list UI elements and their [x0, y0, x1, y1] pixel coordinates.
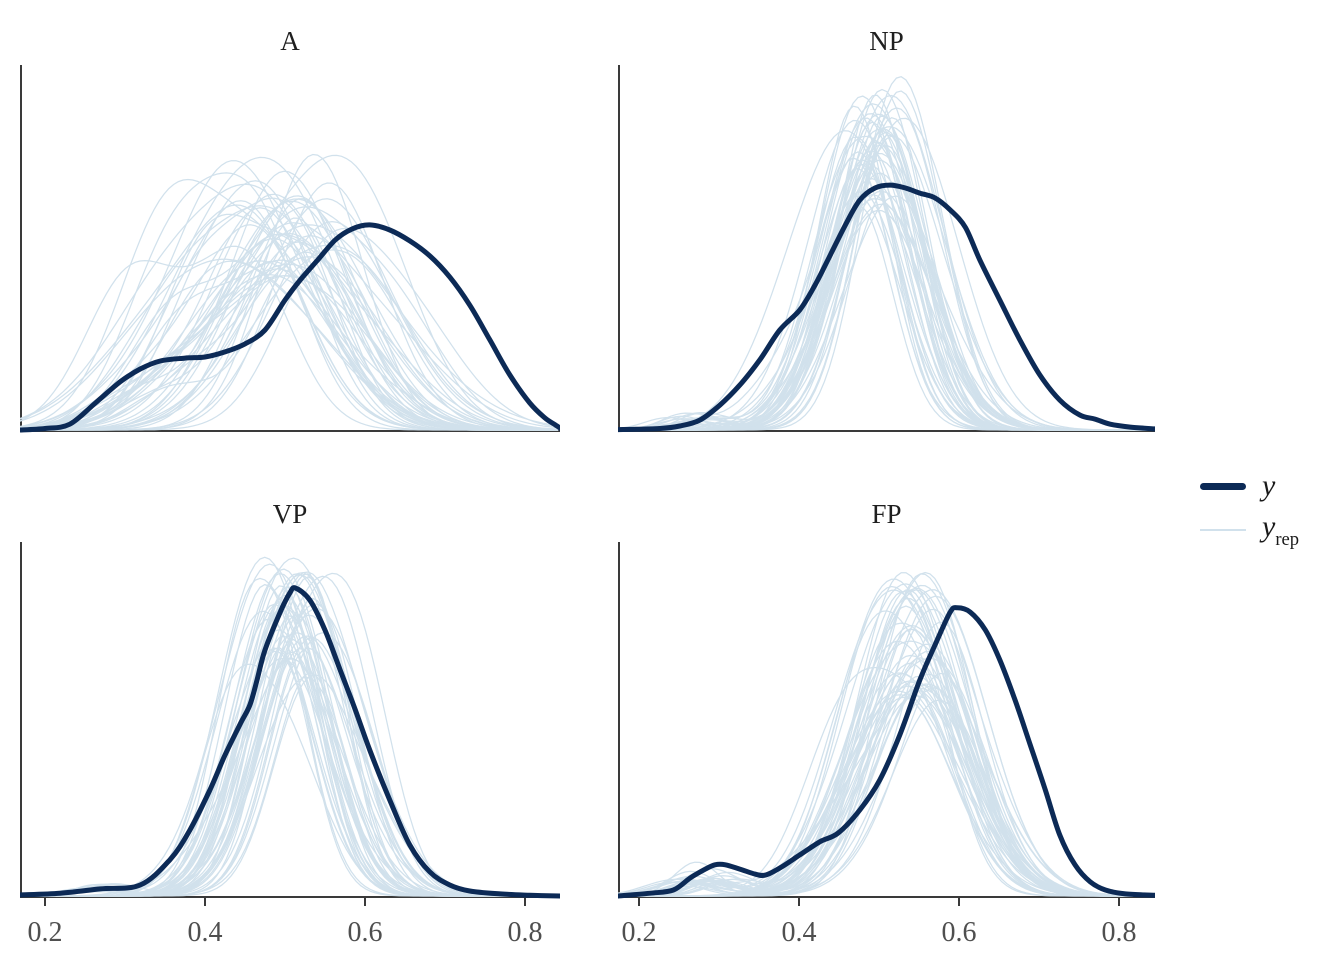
yrep-curve: [20, 585, 559, 897]
x-tick-label: 0.2: [622, 917, 657, 948]
yrep-curve: [20, 646, 559, 897]
yrep-curve: [20, 251, 559, 431]
legend-entry-yrep: yrep: [1200, 508, 1299, 552]
x-tick-label: 0.6: [348, 917, 383, 948]
x-tick-label: 0.8: [508, 917, 543, 948]
panel-title-A: A: [280, 26, 300, 56]
panel-title-FP: FP: [871, 499, 901, 529]
yrep-curve: [20, 193, 559, 431]
yrep-curve: [618, 190, 1152, 431]
yrep-curve: [20, 577, 559, 897]
yrep-curve: [618, 687, 1152, 897]
yrep-curve: [20, 259, 559, 431]
yrep-curve: [20, 556, 559, 897]
yrep-curve: [618, 209, 1152, 431]
legend-entry-y: y: [1200, 464, 1299, 508]
yrep-curve: [618, 107, 1152, 431]
yrep-curve: [20, 198, 559, 431]
yrep-curve: [20, 275, 559, 431]
yrep-curve: [20, 650, 559, 897]
yrep-curve: [20, 657, 559, 897]
y-curve: [20, 585, 560, 899]
yrep-curve: [20, 575, 559, 897]
yrep-curve: [618, 115, 1152, 431]
x-tick-label: 0.2: [28, 917, 63, 948]
yrep-curve: [20, 180, 559, 431]
yrep-curve: [618, 572, 1152, 897]
yrep-curve: [20, 224, 559, 430]
panel-FP: [618, 542, 1155, 899]
yrep-curve: [20, 647, 559, 897]
y-line-swatch: [1200, 482, 1246, 490]
yrep-curve: [618, 150, 1152, 431]
yrep-curve: [618, 151, 1152, 431]
yrep-curve: [20, 260, 559, 431]
yrep-curve: [618, 181, 1152, 431]
yrep-curve: [618, 589, 1152, 897]
yrep-curve: [20, 647, 559, 897]
x-tick-label: 0.6: [942, 917, 977, 948]
yrep-curve: [20, 663, 559, 897]
yrep-curve: [20, 238, 559, 431]
panel-title-VP: VP: [273, 499, 308, 529]
yrep-curve: [618, 126, 1152, 431]
yrep-curve: [20, 658, 559, 897]
x-tick-label: 0.8: [1102, 917, 1137, 948]
yrep-curve: [20, 651, 559, 897]
panel-title-NP: NP: [869, 26, 904, 56]
yrep-curve: [20, 614, 559, 897]
yrep-curve: [20, 648, 559, 897]
yrep-curve: [618, 191, 1152, 431]
y-curve: [20, 222, 560, 433]
yrep-curve: [20, 607, 559, 897]
yrep-curve: [20, 260, 559, 431]
x-tick-label: 0.4: [782, 917, 817, 948]
yrep-curve: [618, 164, 1152, 431]
yrep-curve: [20, 629, 559, 897]
yrep-curve: [618, 121, 1152, 431]
legend: y yrep: [1200, 464, 1299, 552]
yrep-curve: [20, 198, 559, 431]
yrep-curve: [20, 258, 559, 431]
yrep-curve: [20, 244, 559, 430]
x-tick-label: 0.4: [188, 917, 223, 948]
yrep-curve: [20, 672, 559, 897]
yrep-curve: [20, 614, 559, 897]
yrep-curve: [618, 640, 1152, 897]
panel-NP: [618, 65, 1155, 433]
panel-VP: [20, 542, 560, 899]
yrep-curve: [618, 103, 1152, 431]
y-curve: [618, 182, 1155, 433]
panel-A: [20, 65, 560, 433]
yrep-curve: [618, 573, 1152, 897]
legend-label-y: y: [1262, 469, 1276, 502]
yrep-line-swatch: [1200, 529, 1246, 531]
y-curve: [618, 605, 1155, 899]
yrep-curve: [618, 178, 1152, 431]
yrep-curve: [20, 576, 559, 897]
legend-label-yrep: yrep: [1262, 510, 1300, 551]
yrep-curve: [618, 159, 1152, 431]
yrep-curve: [618, 571, 1152, 897]
